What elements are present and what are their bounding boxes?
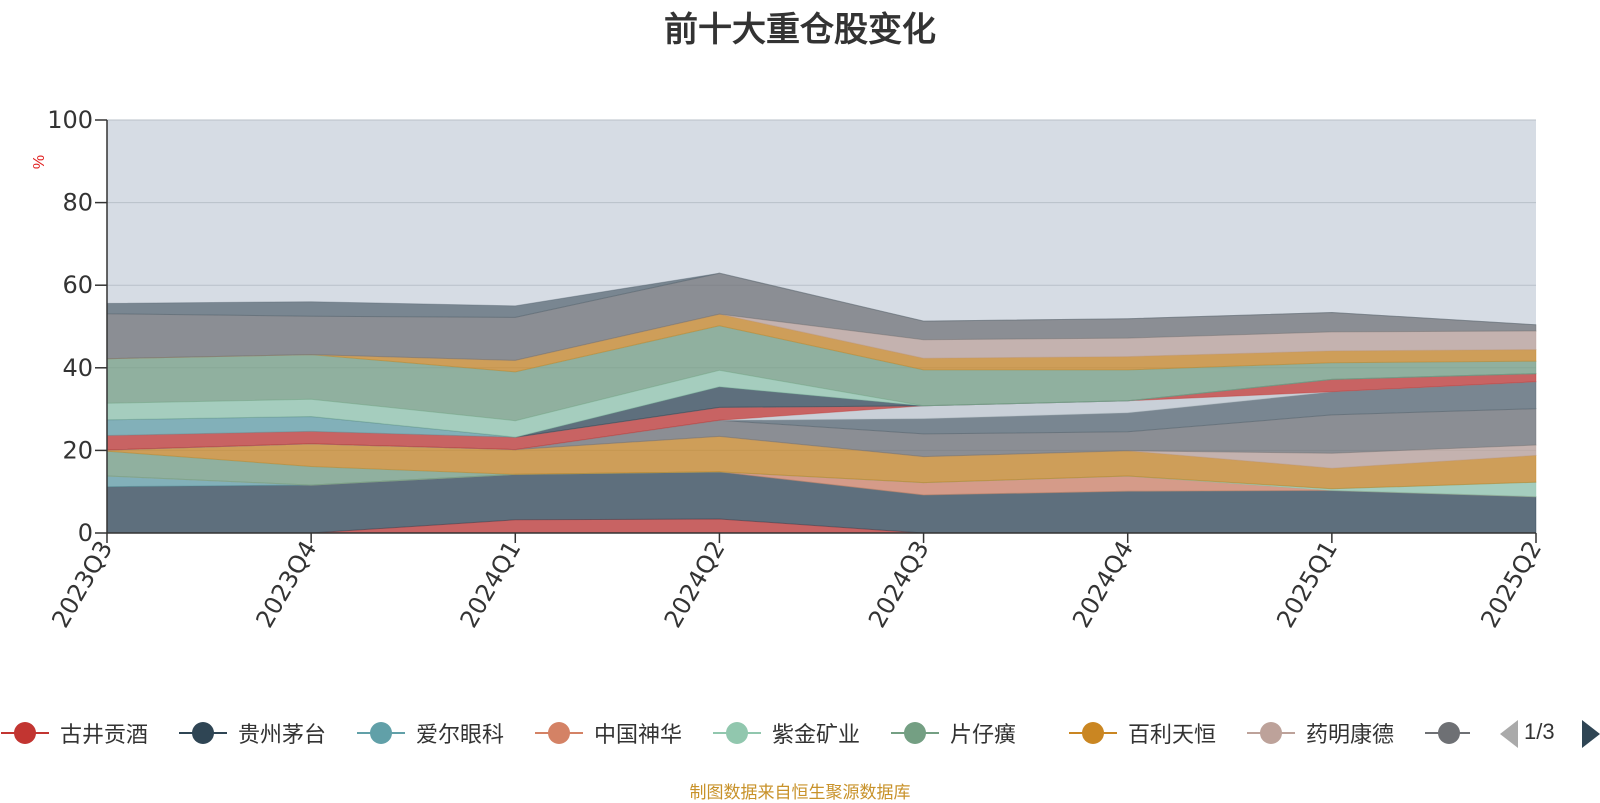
legend-marker-icon: [534, 716, 584, 750]
x-tick-label: 2025Q1: [1271, 536, 1343, 632]
legend-prev-page-icon[interactable]: [1500, 720, 1518, 748]
legend-label: 中国神华: [594, 723, 683, 748]
y-tick-label: 80: [62, 189, 93, 217]
x-tick-label: 2025Q2: [1475, 536, 1547, 632]
legend-marker-icon: [178, 716, 228, 750]
legend-label: 古井贡酒: [60, 723, 149, 748]
legend-item[interactable]: 爱尔眼科: [356, 716, 504, 750]
legend-label: 百利天恒: [1128, 723, 1217, 748]
legend-page-indicator: 1/3: [1524, 719, 1555, 744]
data-source-note: 制图数据来自恒生聚源数据库: [689, 783, 911, 803]
area-series: [106, 272, 1537, 326]
legend-marker-icon: [356, 716, 406, 750]
legend-item[interactable]: 片仔癀: [890, 716, 1016, 750]
chart-title: 前十大重仓股变化: [664, 10, 936, 50]
x-tick-label: 2024Q3: [863, 536, 935, 632]
y-tick-label: 60: [62, 271, 93, 299]
legend-pager: 1/3: [1500, 716, 1600, 750]
x-tick-label: 2024Q1: [455, 536, 527, 632]
legend: 古井贡酒 贵州茅台 爱尔眼科 中国神华 紫金矿业 片仔癀 百利天恒 药明康德 泽璟制药: [0, 716, 1470, 750]
x-tick-label: 2023Q3: [46, 536, 118, 632]
legend-marker-icon: [1246, 716, 1296, 750]
y-axis-unit-label: %: [31, 155, 48, 169]
legend-marker-icon: [1424, 716, 1470, 750]
legend-item[interactable]: 中国神华: [534, 716, 682, 750]
legend-item[interactable]: 贵州茅台: [178, 716, 326, 750]
area-chart: 0 20 40 60 80 100 2023Q3 2023Q4 2024Q1 2024Q2 2024…: [31, 106, 1547, 632]
legend-item[interactable]: 百利天恒: [1068, 716, 1216, 750]
legend-label: 贵州茅台: [238, 723, 327, 748]
legend-next-page-icon[interactable]: [1582, 720, 1600, 748]
area-series: [106, 408, 1537, 458]
x-tick-label: 2024Q2: [659, 536, 731, 632]
x-tick-label: 2023Q4: [250, 536, 322, 632]
legend-item[interactable]: 药明康德: [1246, 716, 1394, 750]
x-tick-label: 2024Q4: [1067, 536, 1139, 632]
legend-marker-icon: [712, 716, 762, 750]
legend-item[interactable]: 紫金矿业: [712, 716, 860, 750]
y-tick-label: 0: [78, 519, 93, 547]
legend-marker-icon: [0, 716, 50, 750]
area-series: [106, 373, 1537, 451]
legend-marker-icon: [890, 716, 940, 750]
legend-item[interactable]: 古井贡酒: [0, 716, 148, 750]
legend-label: 片仔癀: [950, 723, 1017, 748]
y-tick-label: 40: [62, 354, 93, 382]
stacked-areas: [106, 272, 1537, 534]
legend-item[interactable]: 泽璟制药: [1424, 716, 1470, 750]
area-series: [106, 381, 1537, 451]
legend-label: 爱尔眼科: [416, 723, 505, 748]
legend-marker-icon: [1068, 716, 1118, 750]
y-tick-label: 20: [62, 436, 93, 464]
y-tick-label: 100: [47, 106, 93, 134]
legend-label: 紫金矿业: [772, 723, 861, 748]
legend-label: 药明康德: [1306, 723, 1395, 748]
